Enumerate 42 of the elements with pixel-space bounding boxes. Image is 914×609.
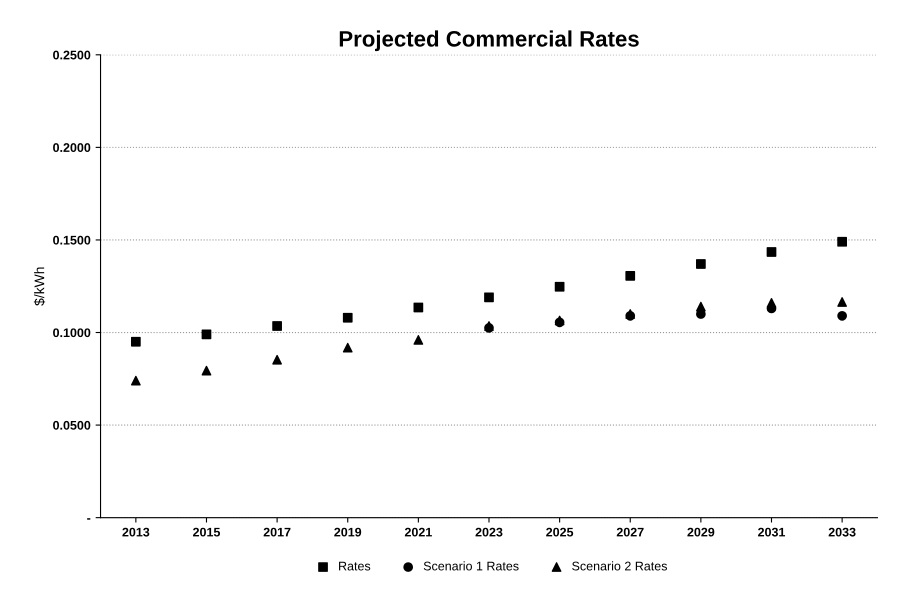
x-tick-label: 2031 [758,528,786,537]
x-tick-label: 2021 [404,528,432,537]
x-tick-label: 2029 [687,528,714,537]
x-tick-label: 2013 [122,528,150,537]
point [484,292,494,302]
point [625,271,636,281]
point [130,336,141,347]
chart-title: Projected Commercial Rates [340,30,639,52]
x-tick-label: 2025 [546,528,574,537]
point [837,310,847,321]
point [272,321,282,331]
y-tick-label: 0.1000 [53,328,90,338]
point [272,354,282,365]
point [342,342,353,353]
y-tick-label: 0.0500 [53,420,90,430]
point [554,282,564,292]
legend-label: Scenario 2 Rates [572,561,667,570]
y-tick-label: 0.1500 [53,236,90,245]
point [837,236,847,247]
legend-label: Rates [339,562,370,570]
x-tick-label: 2017 [264,528,290,537]
x-tick-label: 2033 [828,528,856,537]
point [766,298,776,308]
point [342,312,353,323]
point [202,366,212,376]
x-tick-label: 2027 [616,528,644,537]
y-tick-label: - [87,518,90,520]
y-axis-title: $/kWh [34,267,46,306]
point [837,297,847,307]
x-tick-label: 2023 [476,528,502,537]
point [766,247,776,257]
point [696,302,706,312]
point [414,335,424,345]
y-tick-label: 0.2500 [53,50,90,60]
x-tick-label: 2019 [334,528,362,537]
legend-label: Scenario 1 Rates [424,561,519,570]
point [130,376,141,386]
x-tick-label: 2015 [193,528,220,537]
point [696,259,706,269]
point [414,302,424,312]
point [202,330,212,340]
y-tick-label: 0.2000 [53,143,90,152]
